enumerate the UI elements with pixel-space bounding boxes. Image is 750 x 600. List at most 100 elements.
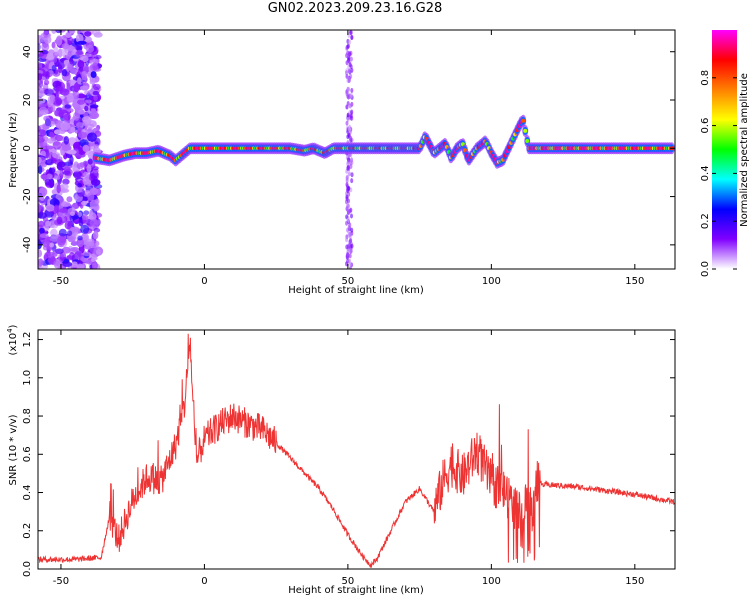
heatmap-cell	[46, 145, 54, 150]
heatmap-cell	[45, 70, 50, 80]
heatmap-cell	[57, 235, 67, 246]
heatmap-cell	[46, 173, 53, 180]
heatmap-cell	[77, 40, 87, 45]
x-tick-label: 0	[201, 276, 207, 287]
heatmap-cell	[61, 246, 71, 254]
heatmap-cell	[39, 196, 45, 202]
heatmap-cell	[89, 64, 99, 72]
heatmap-cell	[349, 113, 353, 119]
y-tick-label: 40	[22, 45, 33, 58]
heatmap-cell	[350, 109, 354, 115]
heatmap-cell	[49, 236, 60, 242]
heatmap-cell	[38, 212, 47, 219]
heatmap-cell	[80, 55, 89, 63]
heatmap-cell	[83, 210, 90, 216]
heatmap-cells	[38, 30, 675, 269]
heatmap-cell	[86, 164, 92, 173]
heatmap-cell	[87, 127, 93, 132]
y-tick-label: 0.0	[22, 561, 33, 577]
heatmap-cell	[38, 258, 44, 267]
heatmap-cell	[77, 109, 86, 115]
heatmap-cell	[61, 144, 72, 152]
snr-xlabel: Height of straight line (km)	[288, 585, 424, 596]
heatmap-cell	[38, 43, 41, 52]
heatmap-cell	[74, 250, 83, 260]
heatmap-cell	[53, 204, 60, 213]
heatmap-cell	[61, 69, 68, 77]
heatmap-cell	[92, 78, 99, 83]
heatmap-cell	[56, 183, 62, 194]
heatmap-cell	[49, 198, 60, 207]
heatmap-cell	[348, 266, 352, 269]
x-tick-label: 150	[625, 576, 644, 587]
heatmap-cell	[62, 261, 73, 267]
y-tick-label: 0.8	[22, 408, 33, 424]
heatmap-cell	[345, 194, 349, 200]
heatmap-cell	[348, 62, 352, 68]
heatmap-cell	[345, 174, 349, 180]
heatmap-cell	[69, 226, 80, 232]
heatmap-cell	[86, 99, 92, 104]
heatmap-cell	[62, 178, 70, 185]
x-tick-label: -50	[53, 276, 69, 287]
heatmap-cell	[51, 41, 56, 49]
colorbar-gradient	[712, 30, 737, 269]
heatmap-cell	[348, 39, 352, 45]
x-tick-label: 100	[482, 576, 501, 587]
heatmap-cell	[84, 31, 92, 37]
heatmap-cell	[347, 166, 351, 172]
heatmap-cell	[346, 43, 350, 49]
spectrogram-ticks: -50 0 50 100 150 -40 -20 0 20 40	[22, 30, 675, 287]
heatmap-cell	[89, 104, 99, 109]
heatmap-cell	[349, 248, 353, 254]
heatmap-cell	[346, 198, 350, 204]
heatmap-cell	[85, 123, 95, 129]
heatmap-cell	[58, 228, 67, 237]
colorbar-tick-label: 0.4	[700, 165, 711, 181]
heatmap-cell	[82, 214, 89, 225]
heatmap-cell	[345, 237, 349, 243]
colorbar-ticks: 0.0 0.2 0.4 0.6 0.8	[700, 70, 737, 277]
heatmap-cell	[70, 261, 79, 268]
heatmap-cell	[39, 227, 45, 234]
snr-ylabel: SNR (10 * v/v)	[8, 414, 19, 485]
heatmap-cell	[64, 220, 72, 230]
heatmap-cell	[79, 247, 85, 252]
heatmap-cell	[76, 162, 84, 170]
heatmap-cell	[66, 93, 74, 103]
colorbar-tick-label: 0.6	[700, 118, 711, 134]
heatmap-cell	[84, 241, 95, 247]
heatmap-cell	[350, 227, 354, 233]
heatmap-cell	[89, 199, 99, 209]
heatmap-cell	[95, 249, 101, 255]
spectrogram-frame	[37, 29, 676, 270]
heatmap-cell	[521, 118, 526, 123]
heatmap-cell	[77, 235, 83, 241]
heatmap-cell	[38, 249, 43, 258]
heatmap-cell	[44, 88, 54, 97]
heatmap-cell	[49, 242, 55, 248]
colorbar: 0.0 0.2 0.4 0.6 0.8 Normalized spectral ampl…	[700, 30, 750, 277]
heatmap-cell	[41, 41, 50, 52]
heatmap-cell	[61, 43, 70, 50]
heatmap-cell	[38, 139, 43, 149]
heatmap-cell	[38, 265, 44, 269]
heatmap-cell	[350, 172, 354, 178]
heatmap-cell	[64, 168, 73, 177]
heatmap-cell	[85, 44, 95, 54]
heatmap-cell	[52, 140, 62, 150]
heatmap-cell	[348, 103, 352, 109]
heatmap-cell	[69, 30, 76, 34]
x-tick-label: 0	[201, 576, 207, 587]
heatmap-cell	[66, 196, 73, 203]
heatmap-cell	[56, 49, 67, 57]
heatmap-cell	[81, 70, 88, 81]
heatmap-cell	[66, 149, 77, 155]
heatmap-cell	[51, 30, 57, 34]
heatmap-cell	[52, 96, 63, 106]
heatmap-cell	[350, 67, 354, 73]
heatmap-cell	[70, 126, 76, 133]
heatmap-cell	[65, 31, 72, 38]
heatmap-cell	[66, 255, 73, 260]
spectrogram-panel: -50 0 50 100 150 -40 -20 0 20 40 Height of straig…	[8, 29, 676, 296]
